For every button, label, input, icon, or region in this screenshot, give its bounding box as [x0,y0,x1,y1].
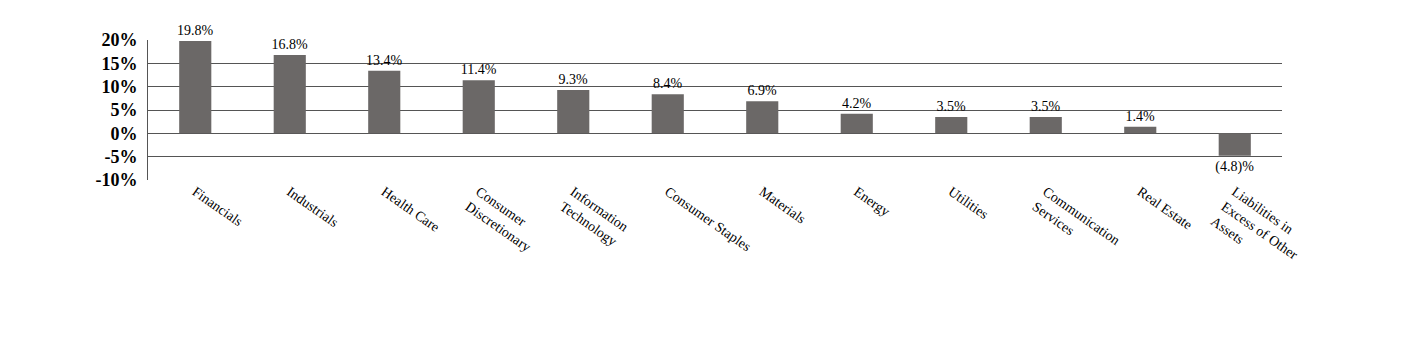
svg-text:Liabilities inExcess of OtherA: Liabilities inExcess of OtherAssets [1208,184,1311,278]
svg-text:8.4%: 8.4% [653,76,683,91]
svg-text:0%: 0% [110,124,137,144]
svg-text:InformationTechnology: InformationTechnology [557,184,631,250]
svg-text:1.4%: 1.4% [1126,109,1156,124]
svg-text:CommunicationServices: CommunicationServices [1030,184,1123,263]
svg-text:ConsumerDiscretionary: ConsumerDiscretionary [463,184,544,255]
svg-text:Financials: Financials [190,184,246,229]
svg-text:9.3%: 9.3% [559,72,589,87]
svg-text:(4.8)%: (4.8)% [1215,159,1254,175]
svg-text:16.8%: 16.8% [272,37,309,52]
svg-text:-10%: -10% [95,170,137,190]
svg-text:15%: 15% [101,54,137,74]
svg-text:Materials: Materials [757,184,809,227]
svg-text:11.4%: 11.4% [461,62,497,77]
svg-text:13.4%: 13.4% [366,53,403,68]
svg-text:Utilities: Utilities [946,184,992,222]
svg-text:10%: 10% [101,77,137,97]
svg-text:4.2%: 4.2% [842,96,872,111]
svg-text:Health Care: Health Care [379,184,443,235]
svg-text:Energy: Energy [851,184,893,219]
svg-text:Real Estate: Real Estate [1135,184,1196,233]
svg-text:3.5%: 3.5% [1031,99,1061,114]
svg-text:Consumer Staples: Consumer Staples [662,184,754,255]
svg-text:19.8%: 19.8% [177,23,214,38]
svg-text:20%: 20% [101,30,137,50]
svg-text:6.9%: 6.9% [748,83,778,98]
svg-text:5%: 5% [110,100,137,120]
svg-text:-5%: -5% [104,147,137,167]
svg-text:3.5%: 3.5% [937,99,967,114]
svg-text:Industrials: Industrials [284,184,341,230]
